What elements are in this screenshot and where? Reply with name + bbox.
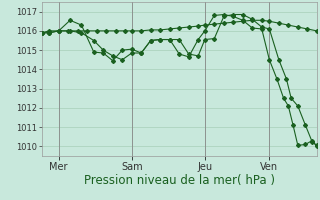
X-axis label: Pression niveau de la mer( hPa ): Pression niveau de la mer( hPa ) [84, 174, 275, 187]
